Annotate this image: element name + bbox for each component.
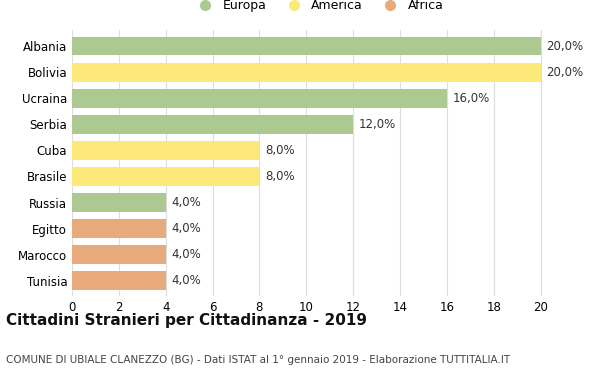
Bar [72,63,541,82]
Bar [72,89,447,108]
Text: 4,0%: 4,0% [172,274,202,287]
Bar [72,245,166,264]
Bar [72,167,259,186]
Text: 20,0%: 20,0% [547,40,584,52]
Text: 8,0%: 8,0% [265,170,295,183]
Legend: Europa, America, Africa: Europa, America, Africa [187,0,449,17]
Bar [72,219,166,238]
Text: 12,0%: 12,0% [359,118,396,131]
Text: Cittadini Stranieri per Cittadinanza - 2019: Cittadini Stranieri per Cittadinanza - 2… [6,314,367,328]
Text: 16,0%: 16,0% [453,92,490,105]
Text: 8,0%: 8,0% [265,144,295,157]
Text: 4,0%: 4,0% [172,222,202,235]
Text: COMUNE DI UBIALE CLANEZZO (BG) - Dati ISTAT al 1° gennaio 2019 - Elaborazione TU: COMUNE DI UBIALE CLANEZZO (BG) - Dati IS… [6,355,510,365]
Bar [72,36,541,55]
Bar [72,271,166,290]
Text: 4,0%: 4,0% [172,248,202,261]
Bar [72,141,259,160]
Text: 20,0%: 20,0% [547,66,584,79]
Text: 4,0%: 4,0% [172,196,202,209]
Bar [72,193,166,212]
Bar [72,115,353,134]
